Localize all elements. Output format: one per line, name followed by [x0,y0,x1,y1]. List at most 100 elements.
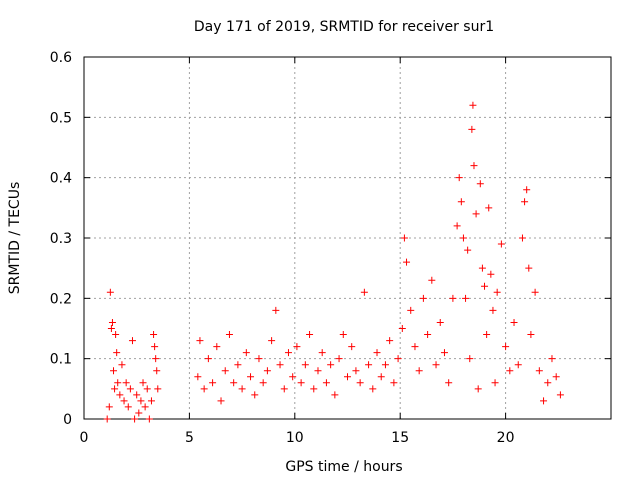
data-point [369,385,377,393]
axis-ticks: 0 5 10 15 20 0 0.1 0.2 0.3 0.4 0.5 0.6 [50,50,611,446]
y-tick-label: 0.5 [50,110,72,126]
data-point [390,379,398,387]
data-point [407,306,415,314]
data-point [344,373,351,381]
data-point [225,331,233,339]
data-point [204,355,212,363]
data-point [111,385,119,393]
data-point [428,276,436,284]
data-point [518,234,526,242]
data-point [268,337,276,345]
data-point [196,337,204,345]
data-point [306,331,314,339]
data-point [238,385,246,393]
data-point [122,379,130,387]
data-point [131,415,139,423]
data-point [381,361,389,369]
data-point [289,373,297,381]
data-point [322,379,330,387]
data-point [400,234,408,242]
data-point [221,367,229,375]
data-point [489,306,497,314]
data-point [147,397,155,405]
data-point [445,379,453,387]
data-point [103,415,111,423]
data-point [339,331,347,339]
x-tick-label: 15 [391,430,409,446]
data-point [360,288,368,296]
y-tick-label: 0.6 [50,50,72,66]
data-point [552,373,560,381]
data-point [314,367,322,375]
data-point [116,391,124,399]
data-point [556,391,564,399]
data-point [457,198,465,206]
data-point [153,367,161,375]
data-point [230,379,238,387]
y-tick-label: 0.2 [50,291,72,307]
data-point [105,403,113,411]
x-tick-label: 5 [185,430,194,446]
x-axis-label: GPS time / hours [285,459,402,475]
data-point [297,379,305,387]
data-point [468,125,476,133]
data-point [310,385,318,393]
data-point [331,391,339,399]
data-point [352,367,360,375]
data-point [493,288,501,296]
data-point [251,391,259,399]
y-tick-label: 0.3 [50,231,72,247]
data-point [154,385,162,393]
data-point [151,343,159,351]
data-point [459,234,467,242]
data-point [419,294,427,302]
data-point [476,180,484,188]
grid [84,57,611,419]
data-point [327,361,335,369]
x-tick-label: 20 [497,430,515,446]
data-point [106,288,114,296]
data-point [280,385,288,393]
x-tick-label: 0 [80,430,89,446]
data-point [133,391,141,399]
data-point [474,385,482,393]
y-tick-label: 0 [63,412,72,428]
data-point [112,331,120,339]
data-point [449,294,457,302]
data-point [213,343,221,351]
data-points [103,101,564,423]
plot-frame [83,56,612,420]
data-point [394,355,402,363]
data-point [386,337,394,345]
data-point [150,331,158,339]
data-point [152,355,160,363]
data-point [242,349,250,357]
x-tick-label: 10 [286,430,304,446]
data-point [398,325,406,332]
data-point [107,325,115,332]
data-point [432,361,440,369]
data-point [259,379,267,387]
data-point [531,288,539,296]
data-point [527,331,535,339]
data-point [470,162,478,170]
data-point [124,403,132,411]
data-point [113,349,121,357]
data-point [141,403,149,411]
data-point [356,379,364,387]
data-point [440,349,448,357]
data-point [335,355,343,363]
data-point [535,367,543,375]
data-point [377,373,385,381]
data-point [525,264,533,272]
data-point [403,258,411,266]
data-point [462,294,470,302]
data-point [548,355,556,363]
data-point [137,397,145,405]
y-tick-label: 0.4 [50,171,72,187]
data-point [143,385,151,393]
data-point [485,204,493,212]
data-point [472,210,480,218]
data-point [478,264,486,272]
data-point [436,318,444,326]
